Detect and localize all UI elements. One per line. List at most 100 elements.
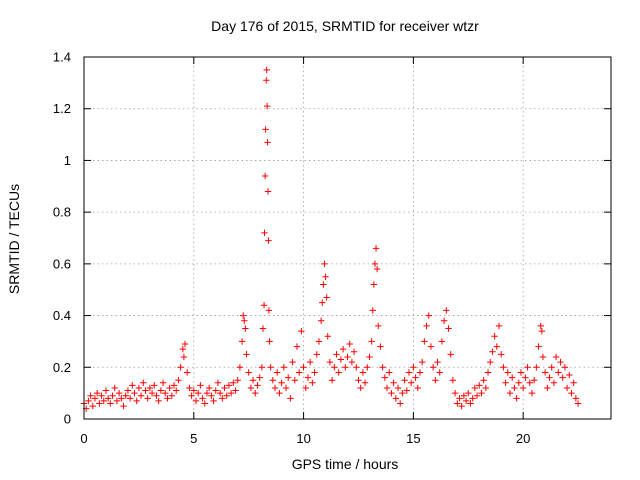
data-point (304, 374, 312, 381)
data-point (180, 353, 188, 361)
data-point (504, 369, 511, 376)
y-tick-label: 1.2 (53, 101, 71, 116)
data-point (535, 343, 542, 350)
data-point (454, 400, 461, 407)
data-point (157, 387, 165, 394)
data-point (538, 327, 546, 335)
data-point (344, 353, 351, 361)
x-axis-title: GPS time / hours (292, 456, 399, 472)
data-point (263, 102, 271, 110)
data-point (434, 358, 441, 366)
data-point (264, 188, 272, 195)
data-point (403, 387, 410, 394)
y-tick-label: 0.4 (53, 308, 71, 323)
data-point (247, 384, 255, 392)
x-tick-label: 20 (516, 431, 530, 446)
data-point (359, 369, 367, 376)
data-point (238, 338, 246, 345)
data-point (223, 392, 230, 399)
data-point (480, 377, 487, 384)
data-point (517, 369, 525, 376)
data-point (372, 245, 380, 252)
data-point (293, 343, 301, 350)
data-point (263, 77, 270, 84)
data-point (350, 348, 358, 355)
data-point (412, 374, 419, 381)
data-point (500, 364, 507, 371)
data-point (96, 400, 103, 407)
data-point (401, 377, 408, 384)
data-point (541, 369, 549, 376)
data-point (313, 351, 320, 358)
data-point (555, 369, 562, 376)
data-point (89, 402, 96, 410)
data-point (493, 343, 501, 350)
data-point (287, 395, 294, 402)
data-point (348, 358, 356, 366)
data-point (278, 379, 285, 386)
data-point (508, 374, 516, 381)
data-point (221, 384, 228, 392)
data-point (93, 389, 101, 397)
data-point (190, 387, 197, 394)
data-point (120, 402, 127, 410)
y-tick-label: 0 (64, 412, 71, 427)
data-point (181, 340, 189, 348)
data-point (317, 317, 325, 324)
data-point (331, 364, 338, 371)
data-point (241, 317, 248, 324)
data-point (456, 395, 463, 402)
data-point (328, 377, 336, 384)
chart-title: Day 176 of 2015, SRMTID for receiver wtz… (211, 18, 479, 34)
data-point (256, 374, 263, 381)
data-point (142, 387, 149, 394)
data-point (379, 364, 386, 371)
data-point (566, 371, 573, 379)
data-point (405, 369, 413, 376)
data-point (203, 389, 211, 397)
data-point (175, 377, 182, 384)
data-point (309, 379, 316, 386)
data-point (140, 379, 147, 386)
data-point (436, 369, 443, 376)
data-point (432, 377, 439, 384)
data-point (333, 351, 340, 358)
data-point (462, 397, 470, 405)
data-point (502, 379, 509, 386)
data-point (155, 397, 162, 405)
y-tick-label: 0.6 (53, 256, 71, 271)
data-point (471, 384, 479, 392)
data-point (232, 387, 239, 394)
data-point (414, 384, 421, 392)
data-point (544, 384, 551, 392)
data-point (210, 397, 217, 405)
data-point (170, 382, 178, 389)
data-point (487, 358, 494, 366)
data-point (366, 353, 373, 361)
data-point (153, 392, 160, 399)
data-point (397, 400, 404, 407)
data-point (133, 397, 140, 405)
data-point (85, 397, 92, 405)
data-point (357, 384, 364, 392)
data-point (574, 400, 582, 407)
data-point (322, 273, 329, 280)
data-point (370, 281, 378, 288)
data-point (570, 379, 577, 386)
data-point (265, 307, 273, 314)
data-point (335, 369, 342, 376)
data-point (122, 392, 129, 399)
data-point (239, 312, 247, 319)
data-point (568, 389, 575, 397)
data-point (469, 395, 476, 402)
data-point (118, 395, 125, 402)
data-point (423, 322, 430, 330)
data-point (418, 358, 426, 366)
data-point (323, 294, 330, 301)
data-point (438, 338, 446, 345)
data-point (234, 377, 241, 384)
data-point (476, 382, 483, 389)
y-tick-label: 1.4 (53, 50, 71, 65)
data-point (526, 379, 533, 386)
